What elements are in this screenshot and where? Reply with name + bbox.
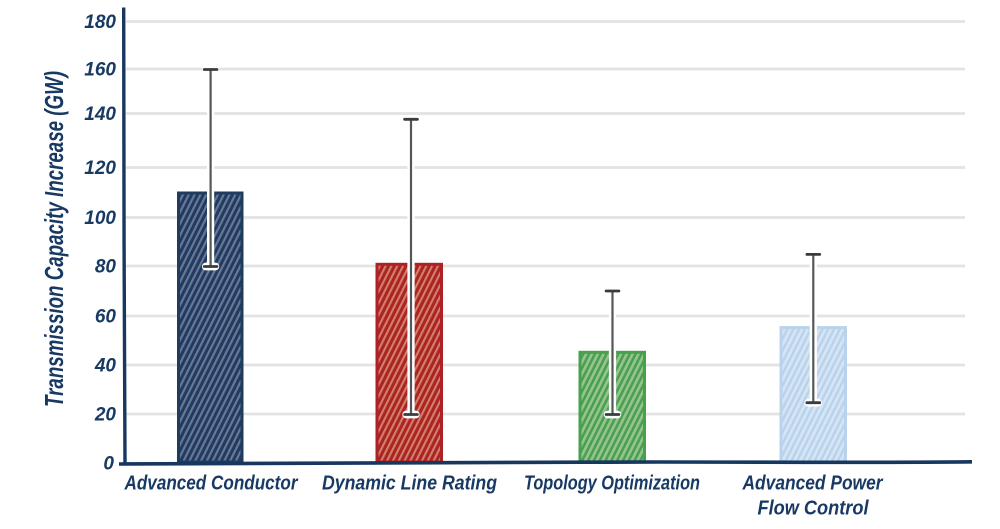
svg-text:Advanced Power: Advanced Power — [742, 473, 884, 495]
svg-text:Dynamic Line Rating: Dynamic Line Rating — [322, 473, 497, 495]
svg-text:120: 120 — [84, 158, 116, 179]
svg-text:160: 160 — [84, 60, 116, 81]
svg-text:Topology Optimization: Topology Optimization — [524, 473, 700, 495]
svg-text:60: 60 — [95, 307, 117, 328]
svg-text:Flow Control: Flow Control — [758, 498, 869, 520]
svg-text:40: 40 — [94, 356, 117, 377]
svg-text:180: 180 — [84, 12, 116, 33]
svg-text:20: 20 — [94, 405, 117, 426]
svg-text:140: 140 — [84, 104, 116, 125]
svg-text:80: 80 — [95, 257, 117, 278]
svg-text:Transmission Capacity Increase: Transmission Capacity Increase (GW) — [39, 71, 69, 407]
svg-text:100: 100 — [84, 208, 116, 229]
svg-text:0: 0 — [103, 454, 114, 475]
svg-text:Advanced Conductor: Advanced Conductor — [124, 473, 299, 495]
